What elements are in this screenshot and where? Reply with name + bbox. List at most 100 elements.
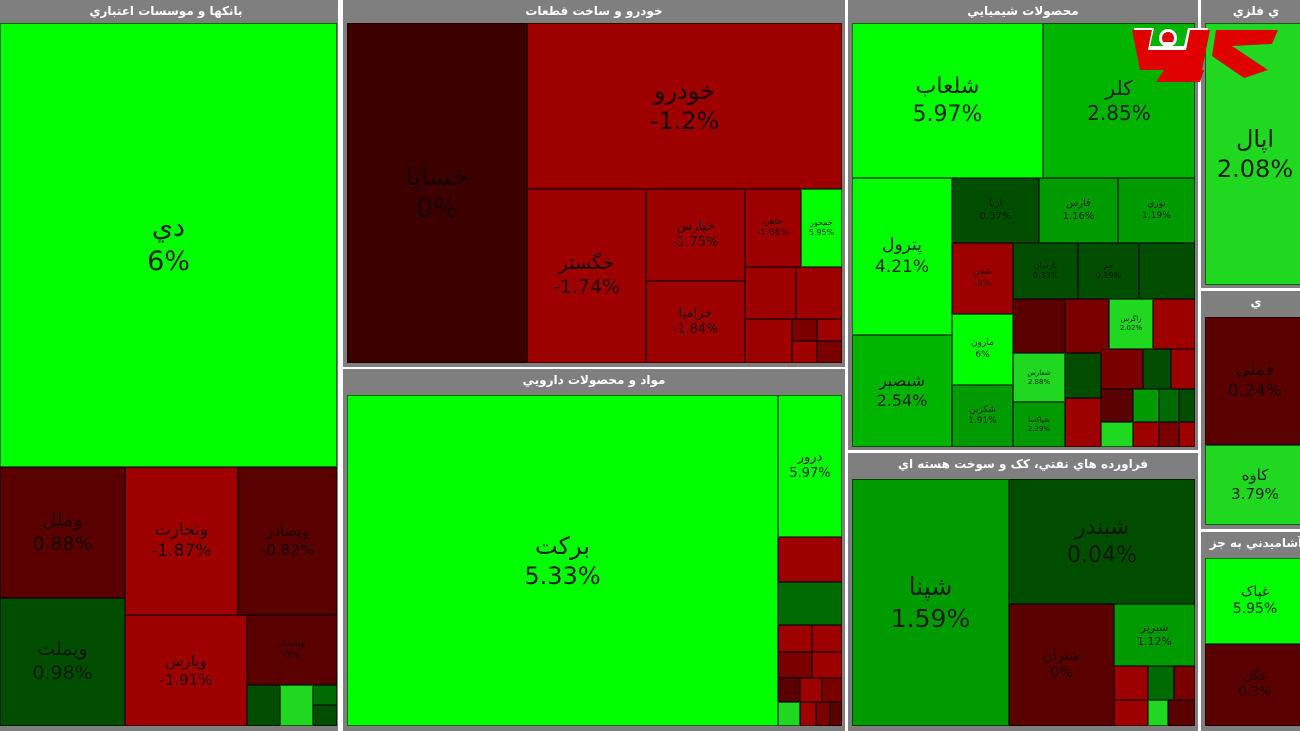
- stock-tile-small[interactable]: [778, 537, 842, 582]
- stock-tile[interactable]: غپاک 5.95%: [1205, 558, 1300, 644]
- stock-change: 2.02%: [1119, 324, 1143, 332]
- stock-tile[interactable]: خساپا 0%: [347, 23, 527, 363]
- stock-tile-small[interactable]: [745, 267, 796, 319]
- stock-tile[interactable]: جم 0.19%: [1078, 243, 1139, 299]
- stock-tile[interactable]: آریا 0.37%: [952, 178, 1039, 243]
- stock-tile[interactable]: وپارس -1.91%: [125, 615, 247, 726]
- stock-tile-small[interactable]: [247, 685, 280, 726]
- stock-tile-small[interactable]: [1065, 398, 1101, 447]
- stock-tile-small[interactable]: [778, 582, 842, 625]
- stock-tile[interactable]: دي 6%: [0, 23, 337, 467]
- stock-tile-small[interactable]: [830, 702, 842, 726]
- stock-tile-small[interactable]: [1179, 389, 1195, 422]
- stock-tile-small[interactable]: [1114, 666, 1148, 700]
- stock-tile[interactable]: شفن -2%: [952, 243, 1013, 314]
- stock-tile-small[interactable]: [1159, 422, 1179, 447]
- stock-tile-small[interactable]: [822, 678, 842, 702]
- stock-tile-small[interactable]: [1065, 299, 1109, 353]
- stock-tile-small[interactable]: [1013, 299, 1065, 353]
- stock-tile[interactable]: وتجارت -1.87%: [125, 467, 238, 615]
- stock-tile-small[interactable]: [778, 702, 800, 726]
- stock-tile[interactable]: وبصادر -0.82%: [238, 467, 337, 615]
- stock-tile[interactable]: وپاسار 0%: [247, 615, 337, 685]
- stock-tile-small[interactable]: [1143, 349, 1171, 389]
- stock-tile-small[interactable]: [792, 341, 817, 363]
- stock-tile-small[interactable]: [1101, 349, 1143, 389]
- stock-tile[interactable]: فملی 0.24%: [1205, 317, 1300, 445]
- stock-tile[interactable]: کاوه 3.79%: [1205, 445, 1300, 525]
- stock-tile-small[interactable]: [817, 319, 842, 341]
- stock-change: 0%: [1050, 665, 1073, 681]
- stock-tile[interactable]: وملل 0.88%: [0, 467, 125, 598]
- stock-tile[interactable]: شبندر 0.04%: [1009, 479, 1195, 604]
- stock-change: 1.59%: [890, 603, 971, 633]
- stock-tile-small[interactable]: [313, 705, 337, 726]
- stock-tile-small[interactable]: [1174, 666, 1195, 700]
- stock-tile-small[interactable]: [800, 678, 822, 702]
- stock-tile-small[interactable]: [778, 678, 800, 702]
- stock-tile-small[interactable]: [1171, 349, 1195, 389]
- stock-tile-small[interactable]: [1133, 422, 1159, 447]
- stock-tile[interactable]: شتران 0%: [1009, 604, 1114, 726]
- stock-change: 5.33%: [524, 561, 601, 590]
- stock-tile[interactable]: برکت 5.33%: [347, 395, 778, 726]
- stock-tile[interactable]: شلعاب 5.97%: [852, 23, 1043, 178]
- stock-tile[interactable]: شفارس 2.88%: [1013, 353, 1065, 402]
- stock-change: -0.82%: [260, 541, 315, 559]
- stock-tile[interactable]: خزامیا -1.84%: [646, 281, 745, 363]
- stock-tile-small[interactable]: [796, 267, 842, 319]
- stock-change: 2.85%: [1087, 100, 1151, 125]
- stock-tile[interactable]: ويملت 0.98%: [0, 598, 125, 726]
- stock-tile-small[interactable]: [1148, 666, 1174, 700]
- stock-tile[interactable]: غگل 0.3%: [1205, 644, 1300, 726]
- stock-tile-small[interactable]: [778, 625, 812, 652]
- stock-tile[interactable]: خاهن -1.86%: [745, 189, 801, 267]
- sector-title: مواد و محصولات دارويي: [522, 373, 666, 387]
- stock-tile-small[interactable]: [1168, 700, 1195, 726]
- stock-change: 1.19%: [1142, 210, 1171, 221]
- stock-change: -1.84%: [672, 322, 719, 337]
- stock-tile-small[interactable]: [1139, 243, 1195, 299]
- stock-tile[interactable]: پترول 4.21%: [852, 178, 952, 335]
- stock-tile-small[interactable]: [1065, 353, 1101, 398]
- stock-tile[interactable]: نوری 1.19%: [1118, 178, 1195, 243]
- stock-tile[interactable]: شکربن 1.91%: [952, 385, 1013, 447]
- stock-tile[interactable]: شبصیر 2.54%: [852, 335, 952, 447]
- stock-tile[interactable]: زاگرس 2.02%: [1109, 299, 1153, 349]
- stock-tile[interactable]: درور 5.97%: [778, 395, 842, 537]
- stock-tile-small[interactable]: [313, 685, 337, 705]
- stock-tile-small[interactable]: [1101, 389, 1133, 422]
- stock-tile[interactable]: خپارس -1.75%: [646, 189, 745, 281]
- stock-symbol: وبصادر: [266, 522, 309, 541]
- stock-tile-small[interactable]: [745, 319, 792, 363]
- stock-symbol: خپارس: [676, 218, 715, 234]
- stock-tile-small[interactable]: [812, 652, 842, 678]
- stock-tile-small[interactable]: [817, 341, 842, 363]
- stock-tile-small[interactable]: [1133, 389, 1159, 422]
- stock-change: 6%: [975, 349, 990, 360]
- stock-tile[interactable]: پارسان 0.33%: [1013, 243, 1078, 299]
- stock-tile-small[interactable]: [1101, 422, 1133, 447]
- sector-title: آشاميدني به جز: [1209, 536, 1300, 550]
- stock-tile[interactable]: خودرو -1.2%: [527, 23, 842, 189]
- stock-tile-small[interactable]: [280, 685, 313, 726]
- stock-tile[interactable]: خگستر -1.74%: [527, 189, 646, 363]
- stock-tile[interactable]: شپنا 1.59%: [852, 479, 1009, 726]
- stock-tile[interactable]: کلر 2.85%: [1043, 23, 1195, 178]
- stock-tile[interactable]: خمحور 5.95%: [801, 189, 842, 267]
- stock-tile-small[interactable]: [1148, 700, 1168, 726]
- stock-tile-small[interactable]: [1153, 299, 1195, 349]
- stock-tile-small[interactable]: [778, 652, 812, 678]
- stock-tile-small[interactable]: [812, 625, 842, 652]
- stock-tile-small[interactable]: [816, 702, 830, 726]
- stock-tile-small[interactable]: [1179, 422, 1195, 447]
- stock-tile-small[interactable]: [1114, 700, 1148, 726]
- stock-tile-small[interactable]: [792, 319, 817, 341]
- stock-tile[interactable]: شبریز 1.12%: [1114, 604, 1195, 666]
- stock-tile-small[interactable]: [1159, 389, 1179, 422]
- stock-tile[interactable]: فارس 1.16%: [1039, 178, 1118, 243]
- stock-tile[interactable]: مارون 6%: [952, 314, 1013, 385]
- stock-tile-small[interactable]: [800, 702, 816, 726]
- stock-change: 1.91%: [968, 416, 997, 426]
- stock-tile[interactable]: شپاکسا 2.29%: [1013, 402, 1065, 447]
